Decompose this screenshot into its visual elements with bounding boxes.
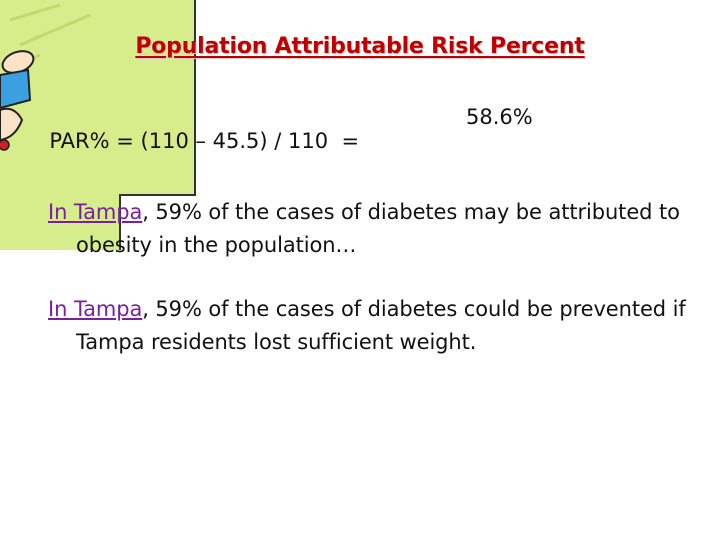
formula-result: 58.6%: [466, 105, 533, 129]
city-link[interactable]: In Tampa: [48, 297, 143, 321]
paragraph-prevention: In Tampa, 59% of the cases of diabetes c…: [48, 293, 716, 359]
paragraph-text: , 59% of the cases of diabetes may be at…: [76, 200, 680, 257]
slide-title: Population Attributable Risk Percent: [135, 34, 585, 59]
cartoon-hand-icon: [0, 0, 196, 250]
par-formula: PAR% = (110 – 45.5) / 110 = 58.6%: [36, 105, 532, 177]
city-link[interactable]: In Tampa: [48, 200, 143, 224]
paragraph-attribution: In Tampa, 59% of the cases of diabetes m…: [48, 196, 716, 262]
paragraph-text: , 59% of the cases of diabetes could be …: [76, 297, 686, 354]
formula-expression: PAR% = (110 – 45.5) / 110 =: [49, 129, 360, 153]
